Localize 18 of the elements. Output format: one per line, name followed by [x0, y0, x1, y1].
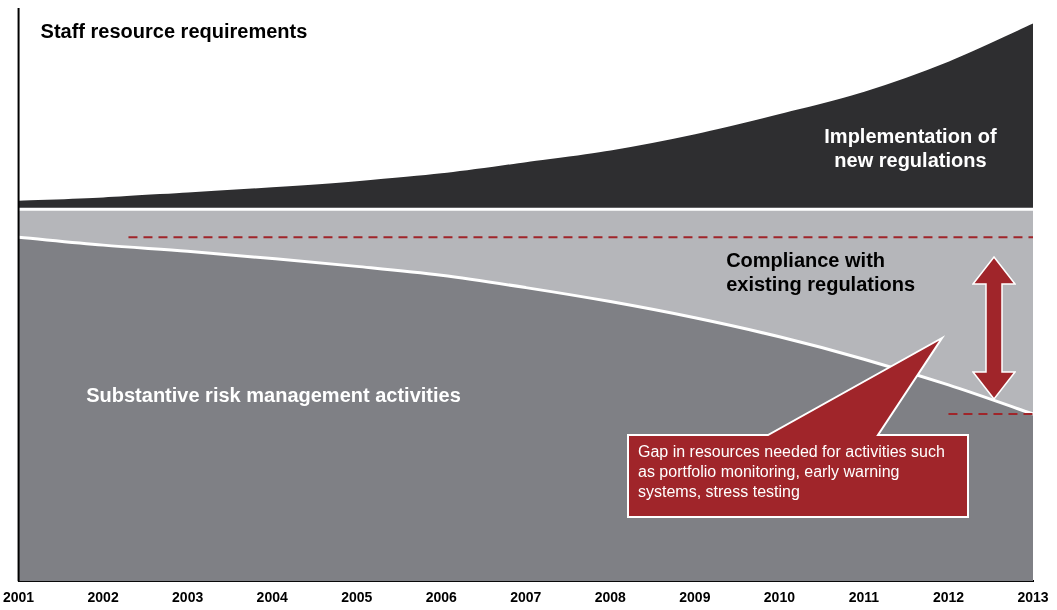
x-tick-label: 2008 [594, 589, 627, 606]
chart-title: Staff resource requirements [40, 19, 308, 42]
x-tick-label: 2004 [256, 589, 288, 606]
x-tick-label: 2013 [1017, 589, 1049, 606]
series-label: Implementation of new regulations [824, 125, 997, 172]
x-tick-label: 2001 [2, 589, 35, 606]
x-tick-label: 2003 [172, 589, 204, 606]
series-label: Compliance with existing regulations [726, 248, 916, 295]
x-tick-label: 2007 [510, 589, 542, 606]
x-tick-label: 2005 [341, 589, 373, 606]
series-label: Substantive risk management activities [86, 383, 461, 406]
x-tick-label: 2009 [679, 589, 711, 606]
x-tick-label: 2010 [763, 589, 796, 606]
x-tick-label: 2012 [932, 589, 965, 606]
x-tick-label: 2011 [848, 589, 880, 606]
x-tick-label: 2002 [87, 589, 119, 606]
annotation: Gap in resources needed for activities such as portfolio monitoring, early warning systems, stress testing [638, 443, 945, 501]
x-tick-label: 2006 [425, 589, 458, 606]
